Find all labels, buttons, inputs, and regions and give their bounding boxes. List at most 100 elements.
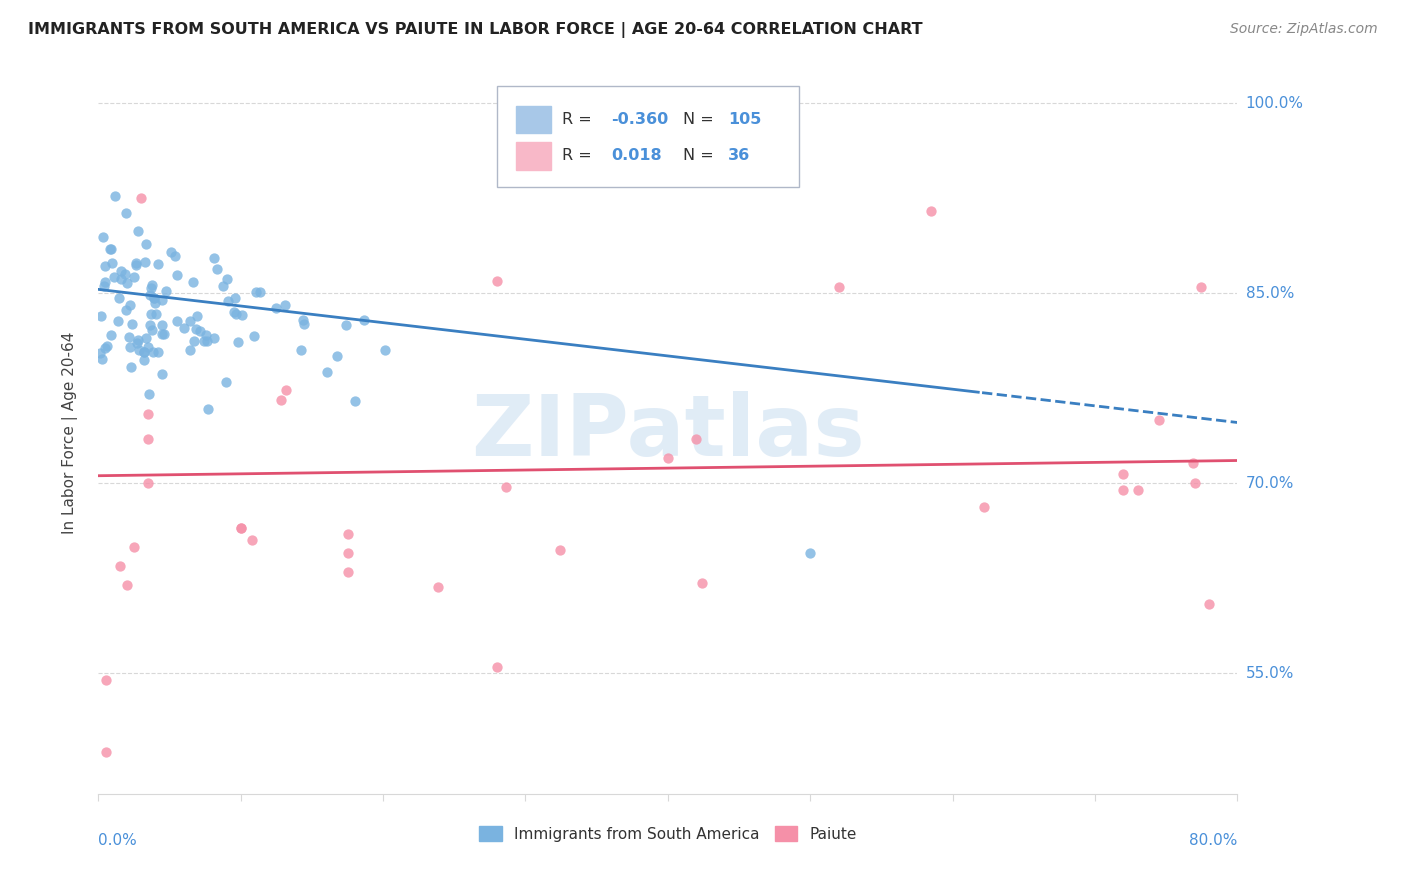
Point [195, 334, 218, 348]
Point [91, 230, 114, 244]
Text: IMMIGRANTS FROM SOUTH AMERICA VS PAIUTE IN LABOR FORCE | AGE 20-64 CORRELATION C: IMMIGRANTS FROM SOUTH AMERICA VS PAIUTE … [28, 22, 922, 38]
Point [100, 327, 122, 342]
Point [114, 268, 136, 282]
Point [205, 261, 228, 276]
Point [101, 256, 124, 270]
Point [657, 450, 679, 465]
Point [139, 307, 162, 321]
Point [139, 287, 162, 301]
Point [120, 360, 142, 375]
Point [276, 383, 298, 397]
Point [193, 334, 215, 348]
Point [129, 191, 152, 205]
Point [142, 345, 165, 359]
Point [127, 333, 149, 347]
Point [141, 322, 163, 336]
Point [94, 275, 117, 289]
Point [150, 293, 173, 307]
Point [1189, 280, 1212, 294]
Point [495, 480, 517, 494]
Point [292, 317, 315, 331]
Point [124, 270, 146, 285]
Point [127, 336, 149, 351]
Point [186, 309, 208, 323]
Text: 0.018: 0.018 [610, 148, 662, 163]
Point [150, 318, 173, 332]
Point [125, 256, 148, 270]
Point [138, 387, 160, 401]
Point [89, 345, 111, 359]
Point [292, 312, 315, 326]
Point [165, 248, 187, 262]
Point [215, 376, 238, 390]
Point [150, 326, 173, 341]
Point [690, 576, 713, 591]
Point [110, 264, 132, 278]
Text: 55.0%: 55.0% [1246, 666, 1294, 681]
Point [195, 328, 218, 343]
Point [548, 542, 571, 557]
Point [316, 366, 339, 380]
Text: R =: R = [562, 112, 596, 128]
Point [179, 343, 201, 357]
Point [145, 307, 167, 321]
Point [136, 476, 159, 491]
Text: N =: N = [683, 112, 718, 128]
Point [103, 270, 125, 285]
Point [685, 432, 707, 446]
Point [107, 313, 129, 327]
Point [336, 527, 359, 541]
Point [136, 432, 159, 446]
Point [141, 281, 163, 295]
Point [181, 275, 204, 289]
Point [100, 242, 122, 256]
Point [91, 351, 114, 366]
Point [224, 305, 246, 319]
Point [828, 280, 851, 294]
Point [266, 301, 288, 316]
Point [1112, 467, 1135, 482]
Point [212, 279, 235, 293]
Point [150, 367, 173, 381]
Point [115, 302, 138, 317]
Point [374, 343, 396, 357]
Point [135, 237, 157, 252]
Point [142, 291, 165, 305]
Point [1198, 597, 1220, 611]
Point [93, 341, 115, 355]
Text: 105: 105 [728, 112, 762, 128]
Point [290, 343, 312, 357]
Text: 0.0%: 0.0% [98, 833, 138, 847]
Text: ZIPatlas: ZIPatlas [471, 391, 865, 475]
Point [127, 224, 149, 238]
Point [110, 271, 132, 285]
Point [1184, 476, 1206, 491]
Point [229, 521, 252, 535]
Point [117, 276, 139, 290]
Point [134, 353, 156, 368]
Point [183, 334, 205, 348]
Point [118, 341, 141, 355]
Point [124, 258, 146, 272]
Point [155, 284, 177, 298]
Text: N =: N = [683, 148, 724, 163]
Point [166, 314, 188, 328]
Point [94, 745, 117, 759]
Point [231, 308, 253, 322]
Point [142, 291, 165, 305]
Legend: Immigrants from South America, Paiute: Immigrants from South America, Paiute [472, 820, 863, 847]
Point [139, 318, 162, 333]
Point [122, 540, 145, 554]
Point [353, 313, 375, 327]
Point [188, 324, 211, 338]
Point [799, 546, 821, 560]
Point [166, 268, 188, 283]
Point [108, 291, 131, 305]
Text: 100.0%: 100.0% [1246, 95, 1303, 111]
Point [128, 343, 150, 357]
Point [486, 660, 509, 674]
Point [336, 546, 359, 560]
Text: Source: ZipAtlas.com: Source: ZipAtlas.com [1230, 22, 1378, 37]
Point [136, 340, 159, 354]
Point [179, 314, 201, 328]
